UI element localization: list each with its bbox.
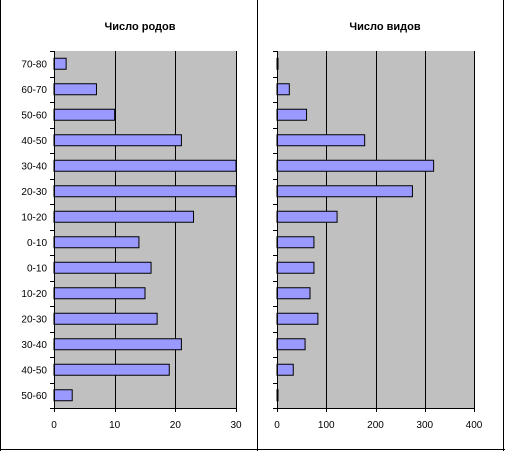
bar: [53, 389, 73, 402]
bar: [276, 236, 315, 249]
bar: [276, 287, 311, 300]
chart-panel-1: Число родов 0 10 20 30 70-80 60-70 50-60 40-50 30…: [21, 21, 242, 431]
y-category-label: 0-10: [27, 238, 47, 249]
bar: [276, 159, 435, 172]
bar: [53, 261, 152, 274]
plot-background: [277, 51, 474, 408]
x-tick-label: 10: [109, 420, 121, 431]
bar: [276, 210, 338, 223]
x-tick-label: 200: [367, 420, 384, 431]
bar: [53, 83, 97, 96]
y-category-label: 40-50: [21, 136, 47, 147]
y-category-label: 10-20: [21, 212, 47, 223]
x-tick-label: 100: [318, 420, 335, 431]
bar: [276, 363, 294, 376]
plot-background: [54, 51, 236, 408]
bar: [53, 338, 182, 351]
bar: [53, 312, 158, 325]
bar: [53, 363, 170, 376]
y-category-label: 20-30: [21, 187, 47, 198]
bar: [276, 338, 306, 351]
bar: [53, 159, 237, 172]
x-tick-label: 300: [416, 420, 433, 431]
bar: [276, 134, 366, 147]
y-category-label: 50-60: [21, 391, 47, 402]
y-category-label: 30-40: [21, 161, 47, 172]
chart-title: Число родов: [105, 21, 176, 33]
y-category-label: 60-70: [21, 85, 47, 96]
y-category-label: 20-30: [21, 314, 47, 325]
bar: [276, 185, 413, 198]
y-category-label: 0-10: [27, 263, 47, 274]
x-tick-label: 30: [230, 420, 242, 431]
bar: [53, 210, 195, 223]
chart-title: Число видов: [349, 21, 420, 33]
y-category-label: 50-60: [21, 110, 47, 121]
bar: [276, 83, 290, 96]
bar: [53, 287, 146, 300]
bar: [53, 134, 182, 147]
x-tick-label: 0: [274, 420, 280, 431]
x-tick-label: 20: [170, 420, 182, 431]
y-category-label: 40-50: [21, 365, 47, 376]
x-tick-label: 400: [466, 420, 483, 431]
y-category-label: 30-40: [21, 340, 47, 351]
bar: [53, 185, 237, 198]
bar: [53, 108, 116, 121]
bar: [276, 108, 308, 121]
bar: [276, 312, 319, 325]
bar: [53, 236, 140, 249]
bar: [276, 261, 315, 274]
chart-panel-2: Число видов 0 100 200 300 400: [273, 21, 483, 431]
x-tick-label: 0: [51, 420, 57, 431]
bar: [53, 57, 67, 70]
y-category-label: 10-20: [21, 289, 47, 300]
y-category-label: 70-80: [21, 59, 47, 70]
